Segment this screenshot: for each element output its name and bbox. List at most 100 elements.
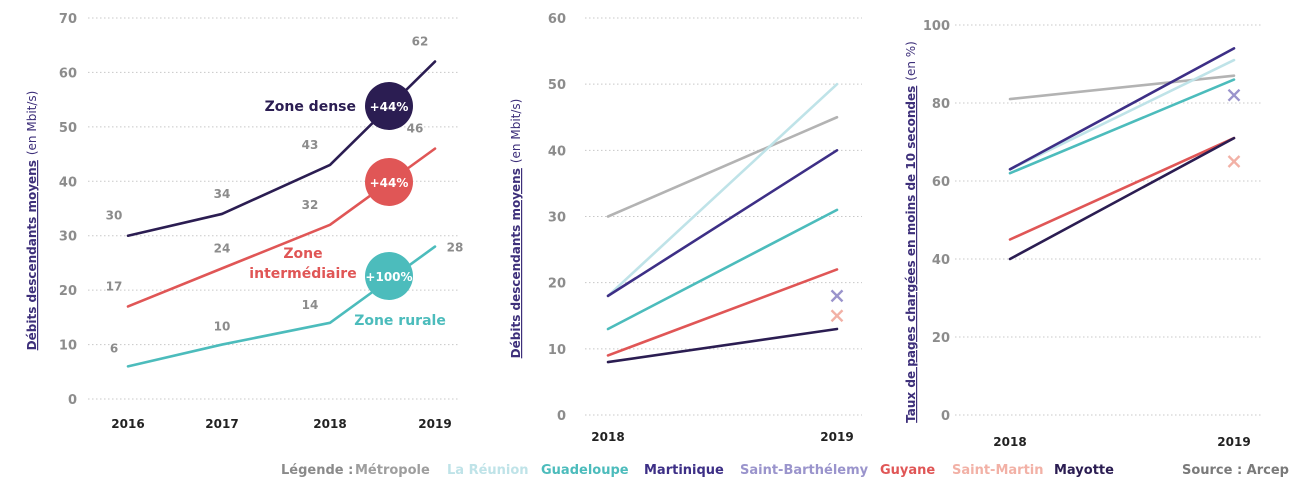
y-tick-label: 60 <box>548 12 566 27</box>
series-line-mayotte <box>606 327 839 364</box>
y-axis-title-unit: (en %) <box>904 41 918 81</box>
y-tick-label: 20 <box>932 331 950 346</box>
growth-badge: +44% <box>365 82 413 130</box>
x-tick-label: 2018 <box>993 435 1026 449</box>
y-tick-label: 10 <box>548 343 566 358</box>
y-axis-title-unit: (en Mbit/s) <box>25 91 39 155</box>
legend-item: Guadeloupe <box>541 463 629 478</box>
legend-item: Métropole <box>355 463 430 478</box>
marker-saint-barth-lemy <box>1227 88 1241 102</box>
value-label: 28 <box>447 241 464 255</box>
value-label: 14 <box>302 298 319 312</box>
legend-item: Mayotte <box>1054 463 1114 478</box>
x-tick-label: 2016 <box>111 417 144 431</box>
y-tick-label: 100 <box>923 19 950 34</box>
marker-saint-martin <box>1227 155 1241 168</box>
value-label: 43 <box>302 138 319 152</box>
series-line-guyane <box>606 268 839 357</box>
series-line-guadeloupe <box>606 208 839 331</box>
zone-label-dense: Zone dense <box>265 99 356 115</box>
chart-panel-1: 0 10 20 30 40 50 60 70 2016 2017 2018 2019 Débits de… <box>25 12 463 431</box>
y-tick-label: 40 <box>932 253 950 268</box>
marker-saint-martin <box>830 309 844 323</box>
value-label: 6 <box>110 341 118 355</box>
legend-item: Martinique <box>644 463 724 478</box>
y-axis-title-unit: (en Mbit/s) <box>509 99 523 163</box>
legend-item: La Réunion <box>447 463 529 478</box>
x-tick-label: 2018 <box>313 417 346 431</box>
series-line-guyane <box>1008 136 1236 241</box>
y-tick-label: 30 <box>548 211 566 226</box>
series-line-martinique <box>606 149 839 298</box>
y-tick-label: 20 <box>548 277 566 292</box>
marker-stroke <box>830 309 844 323</box>
series-line-guadeloupe <box>1008 78 1236 175</box>
legend-item: Guyane <box>880 463 935 478</box>
y-tick-label: 0 <box>941 409 950 424</box>
y-axis-title: Taux de pages chargées en moins de 10 se… <box>904 41 918 423</box>
series-line-martinique <box>1008 47 1236 171</box>
y-axis-title-main: Débits descendants moyens <box>25 160 39 350</box>
y-tick-label: 10 <box>59 339 77 354</box>
badge-text: +44% <box>370 176 409 190</box>
y-axis-title-main: Taux de pages chargées en moins de 10 se… <box>904 86 918 423</box>
series-line-mayotte <box>1008 136 1236 261</box>
badge-circle <box>365 82 413 130</box>
y-axis-title: Débits descendants moyens (en Mbit/s) <box>509 99 523 359</box>
badge-circle <box>365 158 413 206</box>
value-label: 17 <box>106 279 123 293</box>
source-label: Source : Arcep <box>1182 463 1289 478</box>
zone-label-rurale: Zone rurale <box>354 313 446 329</box>
legend-items: Métropole La Réunion Guadeloupe Martinique S… <box>355 463 1114 478</box>
y-tick-label: 50 <box>59 121 77 136</box>
value-label: 62 <box>412 35 429 49</box>
y-tick-label: 70 <box>59 12 77 27</box>
chart-panel-3: 0 20 40 60 80 100 2018 2019 Taux de pages chargé… <box>904 19 1262 449</box>
marker-saint-barth-lemy <box>830 289 844 303</box>
value-label: 24 <box>214 241 231 255</box>
marker-stroke <box>1227 88 1241 102</box>
y-tick-label: 60 <box>932 175 950 190</box>
legend: Légende : Métropole La Réunion Guadeloupe M… <box>281 463 1289 478</box>
x-tick-label: 2019 <box>820 430 853 444</box>
y-tick-label: 0 <box>68 393 77 408</box>
legend-prefix: Légende : <box>281 463 353 478</box>
zone-label-intermediaire: Zone intermédiaire <box>249 246 356 282</box>
y-axis-title-main: Débits descendants moyens <box>509 168 523 358</box>
x-tick-label: 2019 <box>1217 435 1250 449</box>
badge-text: +44% <box>370 100 409 114</box>
y-tick-label: 30 <box>59 230 77 245</box>
badge-circle <box>365 252 413 300</box>
growth-badge: +44% <box>365 158 413 206</box>
marker-stroke <box>1227 155 1241 168</box>
growth-badge: +100% <box>365 252 413 300</box>
value-label: 46 <box>407 122 424 136</box>
series-line-la-r-union <box>606 82 839 298</box>
badge-text: +100% <box>365 270 412 284</box>
x-tick-label: 2017 <box>205 417 238 431</box>
x-tick-label: 2018 <box>591 430 624 444</box>
value-label: 34 <box>214 187 231 201</box>
zone-label-line: intermédiaire <box>249 266 356 282</box>
y-axis-title: Débits descendants moyens (en Mbit/s) <box>25 91 39 351</box>
value-label: 30 <box>106 209 123 223</box>
y-tick-label: 60 <box>59 66 77 81</box>
legend-item: Saint-Barthélemy <box>740 463 869 478</box>
value-label: 32 <box>302 198 319 212</box>
value-label: 10 <box>214 320 231 334</box>
marker-stroke <box>830 289 844 303</box>
y-tick-label: 0 <box>557 409 566 424</box>
y-tick-label: 20 <box>59 284 77 299</box>
series-line-m-tropole <box>606 115 839 218</box>
y-tick-label: 40 <box>59 175 77 190</box>
series-line-la-r-union <box>1008 58 1236 171</box>
chart-panel-2: 0 10 20 30 40 50 60 2018 2019 Débits descendants … <box>509 12 862 444</box>
y-tick-label: 40 <box>548 144 566 159</box>
legend-item: Saint-Martin <box>952 463 1044 478</box>
zone-label-line: Zone <box>283 246 322 262</box>
series-line-m-tropole <box>1008 74 1236 101</box>
y-tick-label: 80 <box>932 97 950 112</box>
y-tick-label: 50 <box>548 78 566 93</box>
x-tick-label: 2019 <box>418 417 451 431</box>
